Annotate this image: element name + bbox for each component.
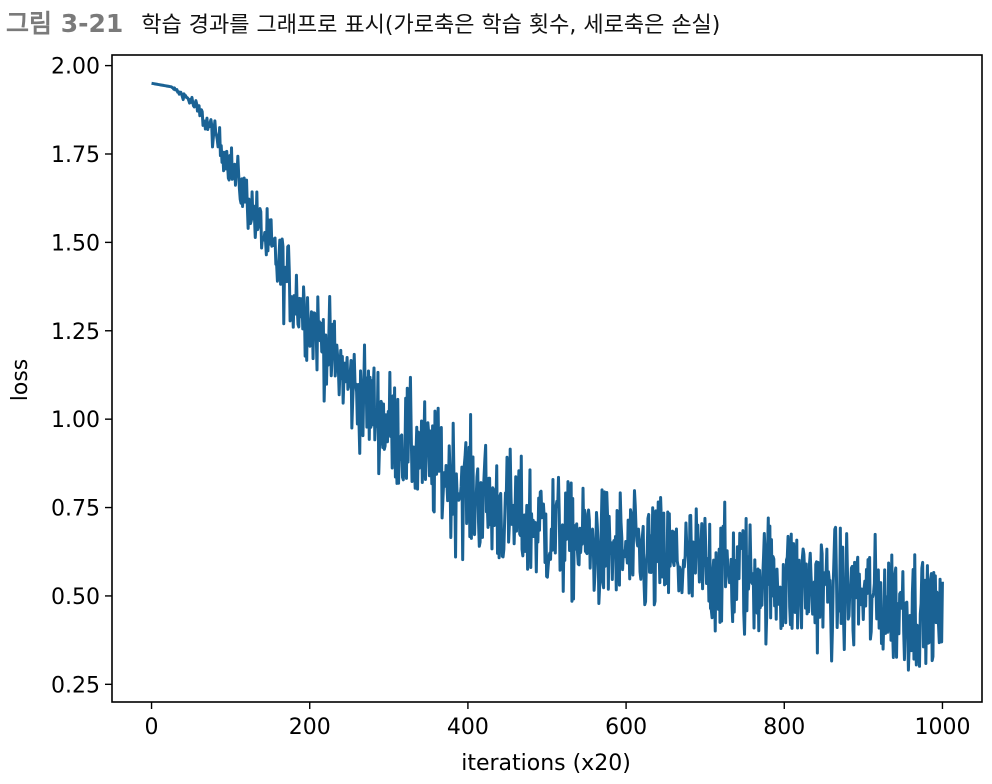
x-tick-label: 1000 — [914, 715, 970, 740]
x-tick-label: 400 — [447, 715, 489, 740]
y-tick-label: 2.00 — [51, 55, 100, 80]
figure-number: 그림 3-21 — [6, 9, 124, 38]
x-tick-label: 600 — [605, 715, 647, 740]
y-tick-label: 1.00 — [51, 408, 100, 433]
x-tick-label: 0 — [145, 715, 159, 740]
x-axis-label: iterations (x20) — [461, 751, 631, 776]
y-tick-label: 1.50 — [51, 231, 100, 256]
y-tick-label: 1.75 — [51, 143, 100, 168]
y-tick-label: 0.50 — [51, 585, 100, 610]
y-axis-label: loss — [8, 359, 33, 402]
plot-lines — [150, 81, 944, 672]
figure-title: 학습 경과를 그래프로 표시(가로축은 학습 횟수, 세로축은 손실) — [141, 13, 721, 38]
y-tick-label: 1.25 — [51, 320, 100, 345]
y-tick-label: 0.75 — [51, 497, 100, 522]
figure-caption: 그림 3-21 학습 경과를 그래프로 표시(가로축은 학습 횟수, 세로축은 … — [6, 4, 720, 38]
y-tick-label: 0.25 — [51, 673, 100, 698]
loss-series-line — [150, 81, 944, 672]
plot-frame — [111, 54, 983, 703]
x-tick-label: 200 — [289, 715, 331, 740]
y-axis: 0.25 0.50 0.75 1.00 1.25 1.50 1.75 2.00 — [51, 55, 112, 698]
x-tick-label: 800 — [763, 715, 805, 740]
x-axis: 0 200 400 600 800 1000 — [145, 702, 970, 740]
